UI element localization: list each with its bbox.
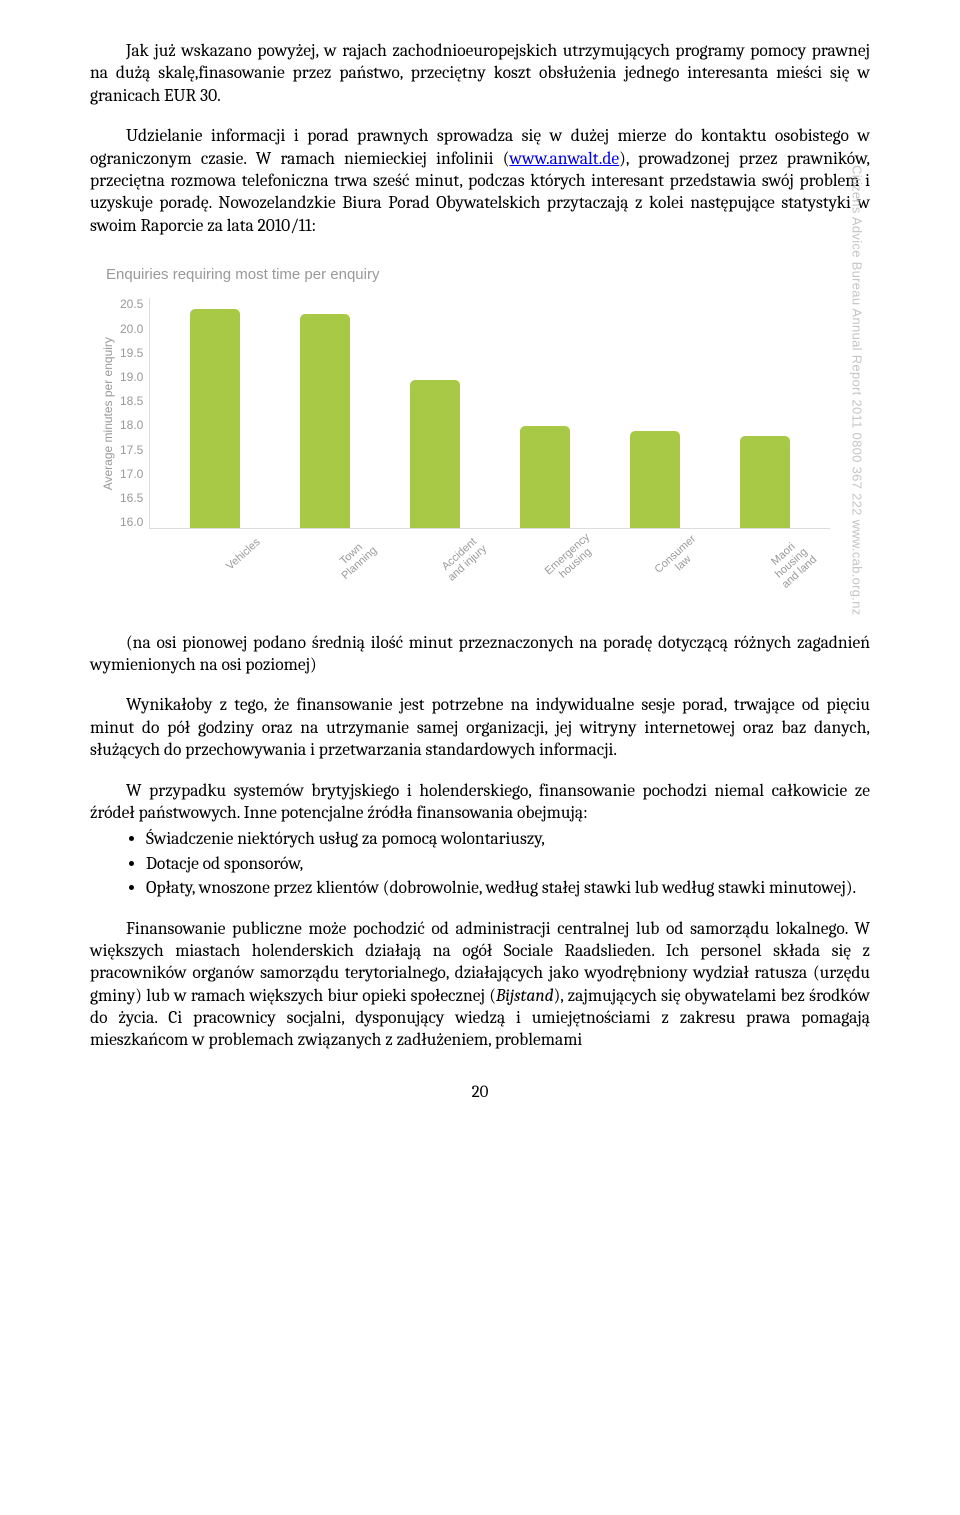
chart-bar bbox=[190, 309, 240, 529]
chart-bar bbox=[520, 426, 570, 528]
y-tick: 17.5 bbox=[120, 444, 143, 456]
paragraph-6-italic: Bijstand bbox=[496, 986, 554, 1006]
bar-column bbox=[516, 426, 574, 528]
y-tick: 18.0 bbox=[120, 419, 143, 431]
chart-bar bbox=[300, 314, 350, 529]
paragraph-5-text: W przypadku systemów brytyjskiego i hole… bbox=[90, 781, 870, 823]
paragraph-6: Finansowanie publiczne może pochodzić od… bbox=[90, 918, 870, 1052]
y-tick: 20.0 bbox=[120, 323, 143, 335]
bar-column bbox=[736, 436, 794, 528]
chart-bar bbox=[630, 431, 680, 528]
y-tick: 16.0 bbox=[120, 516, 143, 528]
paragraph-4-text: Wynikałoby z tego, że finansowanie jest … bbox=[90, 695, 870, 760]
bar-column bbox=[406, 380, 464, 528]
anwalt-link[interactable]: www.anwalt.de bbox=[509, 149, 619, 169]
page-number: 20 bbox=[90, 1082, 870, 1104]
chart-title: Enquiries requiring most time per enquir… bbox=[106, 265, 830, 284]
y-axis-ticks: 20.5 20.0 19.5 19.0 18.5 18.0 17.5 17.0 16.5 16.0 bbox=[118, 298, 149, 528]
y-tick: 17.0 bbox=[120, 468, 143, 480]
list-item: Świadczenie niektórych usług za pomocą w… bbox=[146, 828, 870, 850]
paragraph-3: (na osi pionowej podano średnią ilość mi… bbox=[90, 632, 870, 677]
chart-watermark: Citizens Advice Bureau Annual Report 201… bbox=[846, 265, 866, 515]
bar-column bbox=[626, 431, 684, 528]
y-tick: 19.5 bbox=[120, 347, 143, 359]
chart-bar bbox=[740, 436, 790, 528]
y-tick: 18.5 bbox=[120, 395, 143, 407]
x-axis-labels: VehiclesTown PlanningAccident and injury… bbox=[162, 529, 830, 591]
paragraph-2: Udzielanie informacji i porad prawnych s… bbox=[90, 125, 870, 237]
chart-body: Average minutes per enquiry 20.5 20.0 19.5… bbox=[100, 298, 830, 529]
funding-sources-list: Świadczenie niektórych usług za pomocą w… bbox=[90, 828, 870, 899]
paragraph-4: Wynikałoby z tego, że finansowanie jest … bbox=[90, 694, 870, 761]
list-item: Opłaty, wnoszone przez klientów (dobrowo… bbox=[146, 877, 870, 899]
chart-bar bbox=[410, 380, 460, 528]
y-tick: 19.0 bbox=[120, 371, 143, 383]
y-axis-label: Average minutes per enquiry bbox=[100, 298, 118, 529]
y-tick: 16.5 bbox=[120, 492, 143, 504]
nz-enquiry-time-chart: Enquiries requiring most time per enquir… bbox=[90, 255, 870, 591]
paragraph-5: W przypadku systemów brytyjskiego i hole… bbox=[90, 780, 870, 825]
document-page: Jak już wskazano powyżej, w rajach zacho… bbox=[0, 0, 960, 1134]
paragraph-1-text: Jak już wskazano powyżej, w rajach zacho… bbox=[90, 41, 870, 106]
list-item: Dotacje od sponsorów, bbox=[146, 853, 870, 875]
y-tick: 20.5 bbox=[120, 298, 143, 310]
paragraph-3-text: (na osi pionowej podano średnią ilość mi… bbox=[90, 633, 870, 675]
chart-plot-area bbox=[149, 298, 830, 529]
bar-column bbox=[296, 314, 354, 529]
paragraph-1: Jak już wskazano powyżej, w rajach zacho… bbox=[90, 40, 870, 107]
bar-column bbox=[186, 309, 244, 529]
